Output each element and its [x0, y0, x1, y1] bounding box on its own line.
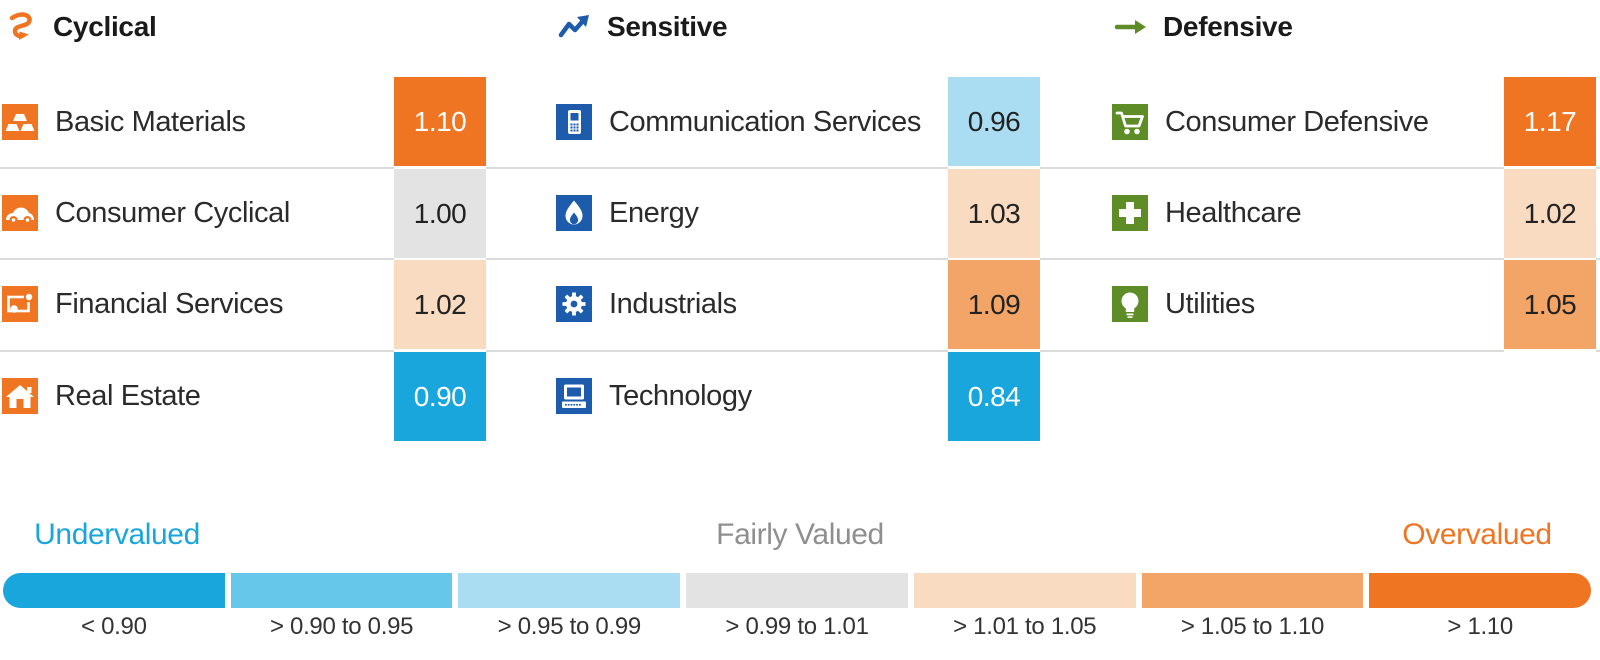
value-cell: 0.84: [948, 352, 1040, 441]
sector-row-technology: Technology: [556, 351, 948, 442]
sector-name: Real Estate: [55, 380, 201, 412]
consumer-defensive-icon: [1112, 104, 1148, 140]
fairly-valued-label: Fairly Valued: [716, 518, 884, 551]
value-column-defensive: 1.17 1.02 1.05: [1504, 76, 1596, 352]
sector-name: Communication Services: [609, 106, 921, 138]
sensitive-icon: [556, 10, 594, 44]
row-divider: [0, 258, 1600, 260]
scale-range: > 0.90 to 0.95: [269, 613, 414, 640]
scale-segment: [1369, 573, 1592, 608]
valuation-color-scale: [3, 573, 1592, 608]
energy-icon: [556, 195, 592, 231]
scale-range: > 1.05 to 1.10: [1180, 613, 1325, 640]
sector-row-consumer-defensive: Consumer Defensive: [1112, 77, 1504, 168]
sector-name: Financial Services: [55, 288, 284, 320]
cyclical-icon: [2, 10, 40, 44]
sector-row-basic-materials: Basic Materials: [2, 77, 394, 168]
sector-name: Utilities: [1165, 288, 1255, 320]
scale-range: < 0.90: [81, 613, 147, 640]
value-column-sensitive: 0.96 1.03 1.09 0.84: [948, 76, 1040, 444]
value-cell: 1.05: [1504, 260, 1596, 349]
scale-segment: [3, 573, 225, 608]
financial-services-icon: [2, 286, 38, 322]
value-cell: 1.02: [1504, 169, 1596, 258]
basic-materials-icon: [2, 104, 38, 140]
sector-row-real-estate: Real Estate: [2, 351, 394, 442]
group-header-defensive: Defensive: [1112, 8, 1293, 46]
group-label: Defensive: [1163, 11, 1293, 42]
healthcare-icon: [1112, 195, 1148, 231]
value-cell: 0.96: [948, 77, 1040, 166]
group-defensive: Defensive Consumer Defensive Healthc: [1112, 0, 1599, 450]
sector-name: Consumer Defensive: [1165, 106, 1429, 138]
scale-range: > 0.95 to 0.99: [497, 613, 642, 640]
scale-range: > 1.01 to 1.05: [953, 613, 1097, 640]
scale-range-labels: < 0.90 > 0.90 to 0.95 > 0.95 to 0.99 > 0…: [3, 613, 1591, 641]
sector-name: Healthcare: [1165, 197, 1302, 229]
scale-segment: [1141, 573, 1364, 608]
sector-name: Basic Materials: [55, 106, 246, 138]
legend-captions: Undervalued Fairly Valued Overvalued: [3, 518, 1591, 554]
group-label: Cyclical: [53, 11, 157, 42]
value-cell: 1.00: [394, 169, 486, 258]
value-column-cyclical: 1.10 1.00 1.02 0.90: [394, 76, 486, 444]
group-cyclical: Cyclical Basic Materials: [2, 0, 486, 450]
row-divider: [0, 167, 1600, 169]
value-cell: 1.17: [1504, 77, 1596, 166]
sector-row-communication-services: Communication Services: [556, 77, 948, 168]
scale-segment: [230, 573, 453, 608]
sector-name: Consumer Cyclical: [55, 197, 290, 229]
sector-row-energy: Energy: [556, 168, 948, 259]
scale-segment: [686, 573, 908, 608]
communication-services-icon: [556, 104, 592, 140]
sector-name: Technology: [609, 380, 752, 412]
technology-icon: [556, 378, 592, 414]
overvalued-label: Overvalued: [1402, 518, 1552, 551]
scale-segment: [458, 573, 681, 608]
sector-name: Industrials: [609, 288, 737, 320]
group-header-cyclical: Cyclical: [2, 8, 157, 46]
sector-row-industrials: Industrials: [556, 259, 948, 350]
value-cell: 1.03: [948, 169, 1040, 258]
sector-row-financial-services: Financial Services: [2, 259, 394, 350]
sector-row-healthcare: Healthcare: [1112, 168, 1504, 259]
value-cell: 1.10: [394, 77, 486, 166]
scale-segment: [913, 573, 1136, 608]
scale-range: > 0.99 to 1.01: [725, 613, 869, 640]
sector-name: Energy: [609, 197, 699, 229]
value-cell: 0.90: [394, 352, 486, 441]
industrials-icon: [556, 286, 592, 322]
real-estate-icon: [2, 378, 38, 414]
group-header-sensitive: Sensitive: [556, 8, 728, 46]
value-cell: 1.02: [394, 260, 486, 349]
sector-row-utilities: Utilities: [1112, 259, 1504, 350]
value-cell: 1.09: [948, 260, 1040, 349]
defensive-icon: [1112, 10, 1150, 44]
sector-row-consumer-cyclical: Consumer Cyclical: [2, 168, 394, 259]
row-divider: [0, 350, 1600, 352]
undervalued-label: Undervalued: [34, 518, 200, 551]
utilities-icon: [1112, 286, 1148, 322]
group-label: Sensitive: [607, 11, 728, 42]
group-sensitive: Sensitive Communication Services: [556, 0, 1042, 450]
scale-range: > 1.10: [1447, 613, 1513, 640]
consumer-cyclical-icon: [2, 195, 38, 231]
